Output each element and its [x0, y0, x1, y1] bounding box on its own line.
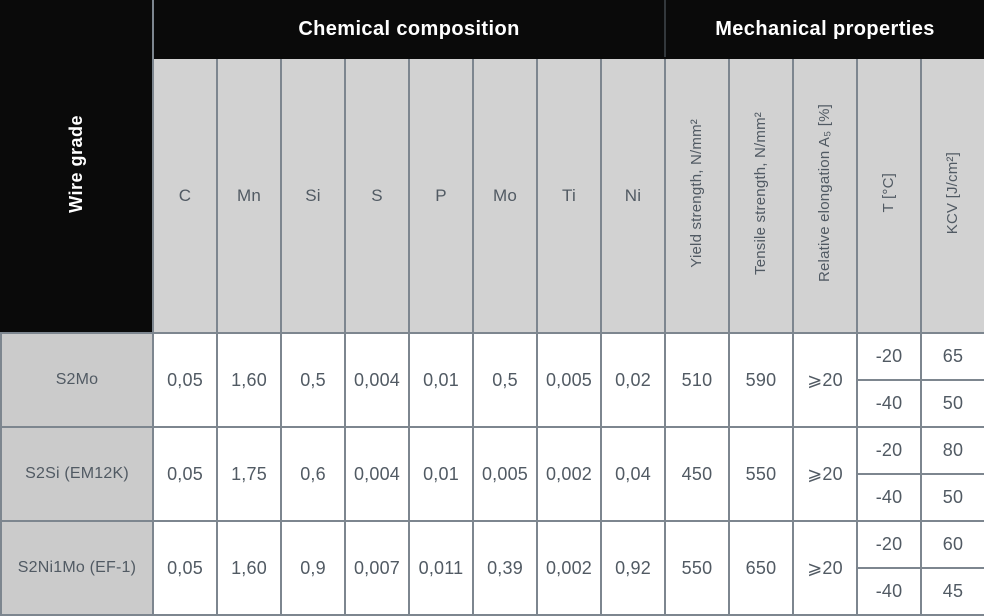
value-cell-temperature: -20 — [856, 332, 922, 381]
value-cell-c: 0,05 — [152, 332, 218, 428]
value-cell-elongation: ⩾20 — [792, 426, 858, 522]
value-cell-p: 0,011 — [408, 520, 474, 616]
value-cell-si: 0,5 — [280, 332, 346, 428]
value-cell-si: 0,9 — [280, 520, 346, 616]
wire-grade-header: Wire grade — [66, 115, 87, 213]
value-cell-ni: 0,92 — [600, 520, 666, 616]
value-cell-mo: 0,39 — [472, 520, 538, 616]
value-cell-kcv: 45 — [919, 567, 984, 616]
value-cell-p: 0,01 — [408, 332, 474, 428]
corner-header-cell: Wire grade — [0, 0, 154, 334]
column-header-p: P — [408, 57, 474, 334]
column-header-mo: Mo — [472, 57, 538, 334]
value-cell-ti: 0,002 — [536, 426, 602, 522]
value-cell-yield: 550 — [664, 520, 730, 616]
value-cell-s: 0,004 — [344, 426, 410, 522]
value-cell-s: 0,004 — [344, 332, 410, 428]
chemical-composition-group-header: Chemical composition — [152, 0, 666, 59]
value-cell-mn: 1,60 — [216, 520, 282, 616]
value-cell-c: 0,05 — [152, 520, 218, 616]
column-header-c: C — [152, 57, 218, 334]
table-row-s2si: S2Si (EM12K) 0,05 1,75 0,6 0,004 0,01 0,… — [0, 426, 984, 522]
value-cell-ti: 0,002 — [536, 520, 602, 616]
table-subrow-s2si: -40 50 — [1, 473, 984, 522]
column-header-kcv: KCV [J/cm²] — [919, 57, 984, 334]
value-cell-mn: 1,75 — [216, 426, 282, 522]
value-cell-yield: 450 — [664, 426, 730, 522]
value-cell-s: 0,007 — [344, 520, 410, 616]
column-header-tensile-strength: Tensile strength, N/mm² — [728, 57, 794, 334]
value-cell-kcv: 50 — [919, 379, 984, 428]
value-cell-mo: 0,5 — [472, 332, 538, 428]
value-cell-mn: 1,60 — [216, 332, 282, 428]
value-cell-tensile: 650 — [728, 520, 794, 616]
value-cell-p: 0,01 — [408, 426, 474, 522]
value-cell-kcv: 80 — [919, 426, 984, 475]
value-cell-ti: 0,005 — [536, 332, 602, 428]
value-cell-c: 0,05 — [152, 426, 218, 522]
value-cell-temperature: -40 — [856, 567, 922, 616]
value-cell-si: 0,6 — [280, 426, 346, 522]
value-cell-temperature: -40 — [856, 379, 922, 428]
value-cell-mo: 0,005 — [472, 426, 538, 522]
grade-cell: S2Mo — [0, 332, 154, 428]
value-cell-ni: 0,04 — [600, 426, 666, 522]
value-cell-yield: 510 — [664, 332, 730, 428]
value-cell-tensile: 550 — [728, 426, 794, 522]
value-cell-kcv: 60 — [919, 520, 984, 569]
value-cell-temperature: -20 — [856, 426, 922, 475]
value-cell-temperature: -20 — [856, 520, 922, 569]
value-cell-tensile: 590 — [728, 332, 794, 428]
table-row-s2mo: S2Mo 0,05 1,60 0,5 0,004 0,01 0,5 0,005 … — [0, 332, 984, 428]
column-header-ti: Ti — [536, 57, 602, 334]
value-cell-elongation: ⩾20 — [792, 520, 858, 616]
column-header-yield-strength: Yield strength, N/mm² — [664, 57, 730, 334]
column-header-relative-elongation: Relative elongation A₅ [%] — [792, 57, 858, 334]
value-cell-kcv: 50 — [919, 473, 984, 522]
value-cell-temperature: -40 — [856, 473, 922, 522]
column-header-si: Si — [280, 57, 346, 334]
column-header-mn: Mn — [216, 57, 282, 334]
value-cell-ni: 0,02 — [600, 332, 666, 428]
table-subrow-s2ni1mo: -40 45 — [1, 567, 984, 616]
value-cell-elongation: ⩾20 — [792, 332, 858, 428]
column-header-temperature: T [°C] — [856, 57, 922, 334]
value-cell-kcv: 65 — [919, 332, 984, 381]
grade-cell: S2Si (EM12K) — [0, 426, 154, 522]
column-header-ni: Ni — [600, 57, 666, 334]
mechanical-properties-group-header: Mechanical properties — [663, 0, 984, 59]
grade-cell: S2Ni1Mo (EF-1) — [0, 520, 154, 616]
table-row-s2ni1mo: S2Ni1Mo (EF-1) 0,05 1,60 0,9 0,007 0,011… — [0, 520, 984, 616]
column-header-s: S — [344, 57, 410, 334]
